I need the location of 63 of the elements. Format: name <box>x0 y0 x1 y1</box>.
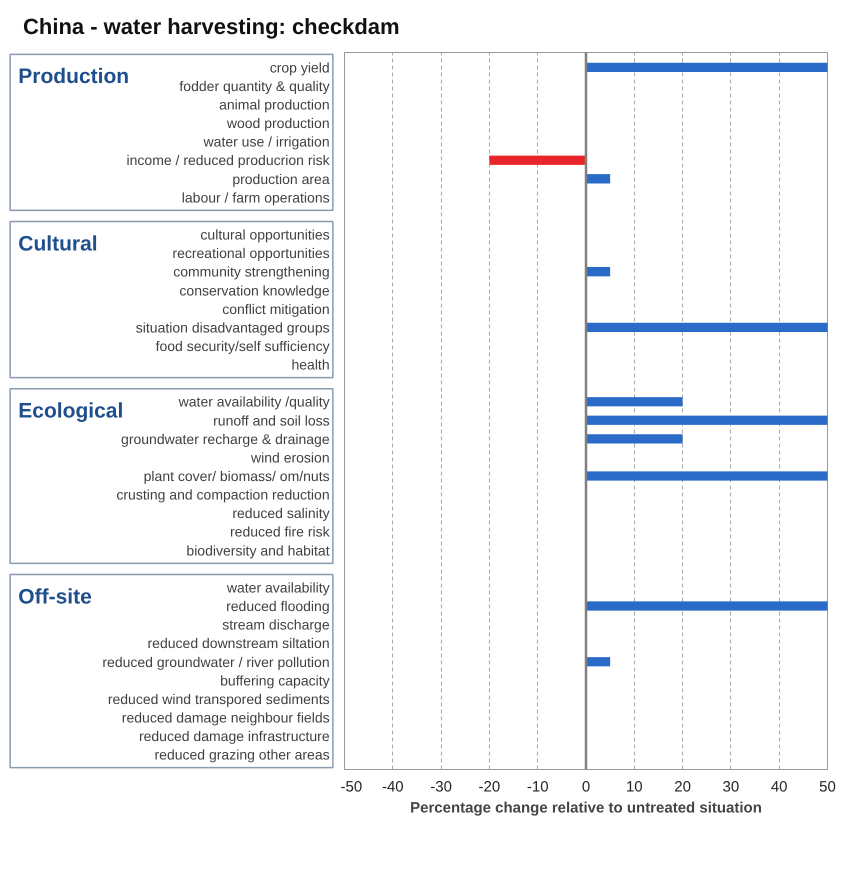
x-tick-label: -50 <box>340 778 362 796</box>
x-tick-label: -40 <box>382 778 404 796</box>
y-tick-label: plant cover/ biomass/ om/nuts <box>144 468 330 484</box>
y-tick-label: reduced groundwater / river pollution <box>102 654 330 670</box>
y-tick-label: water availability /quality <box>178 394 330 410</box>
y-tick-label: biodiversity and habitat <box>186 542 330 558</box>
x-tick-label: -20 <box>478 778 500 796</box>
y-tick-label: fodder quantity & quality <box>179 78 330 94</box>
x-tick-label: 40 <box>770 778 788 796</box>
bar <box>586 267 610 276</box>
y-tick-label: cultural opportunities <box>200 226 330 243</box>
bar <box>586 62 828 72</box>
bar <box>586 174 610 184</box>
y-tick-label: water availability <box>226 579 330 596</box>
x-tick-label: 30 <box>722 778 740 796</box>
y-tick-label: income / reduced producrion risk <box>126 152 331 168</box>
y-tick-label: crop yield <box>270 59 330 76</box>
y-tick-label: conflict mitigation <box>222 300 330 317</box>
y-tick-label: community strengthening <box>173 264 330 280</box>
y-tick-label: reduced flooding <box>226 598 330 614</box>
x-tick-label: 10 <box>626 778 643 796</box>
y-tick-label: water use / irrigation <box>202 134 330 150</box>
y-tick-label: recreational opportunities <box>172 245 330 262</box>
y-tick-label: wood production <box>226 115 330 132</box>
x-tick-label: 0 <box>582 778 590 796</box>
x-axis-title: Percentage change relative to untreated situation <box>410 800 762 816</box>
text: Cultural <box>18 232 98 256</box>
y-tick-label: labour / farm operations <box>182 189 330 206</box>
y-tick-label: conservation knowledge <box>179 282 330 298</box>
y-tick-label: wind erosion <box>250 449 330 466</box>
y-tick-label: reduced grazing other areas <box>154 746 330 763</box>
bar <box>586 322 828 332</box>
x-tick-label: -30 <box>430 778 452 796</box>
text: Ecological <box>18 400 124 422</box>
y-tick-label: food security/self sufficiency <box>156 338 330 354</box>
x-tick-label: 20 <box>674 778 691 796</box>
text: Production <box>18 65 130 88</box>
bar <box>586 397 683 406</box>
y-tick-label: animal production <box>219 96 330 113</box>
x-tick-label: -10 <box>526 778 549 796</box>
chart-title: China - water harvesting: checkdam <box>23 13 400 41</box>
y-tick-label: reduced fire risk <box>230 524 331 540</box>
x-tick-label: 50 <box>819 778 836 796</box>
text: Off-site <box>18 585 92 608</box>
y-tick-label: reduced damage neighbour fields <box>122 709 330 726</box>
y-tick-label: reduced salinity <box>232 505 330 522</box>
y-tick-label: reduced wind transpored sediments <box>108 690 330 707</box>
y-tick-label: situation disadvantaged groups <box>136 319 330 336</box>
bar <box>586 601 828 611</box>
y-tick-label: crusting and compaction reduction <box>116 486 330 503</box>
bar <box>489 156 586 165</box>
bar <box>586 471 828 481</box>
bar <box>586 416 828 425</box>
bar <box>586 434 683 444</box>
y-tick-label: buffering capacity <box>220 672 330 688</box>
y-tick-label: production area <box>232 170 330 187</box>
y-tick-label: groundwater recharge & drainage <box>121 430 330 447</box>
y-tick-label: health <box>291 356 330 373</box>
y-tick-label: reduced downstream siltation <box>148 635 330 652</box>
bar <box>586 657 610 666</box>
y-tick-label: reduced damage infrastructure <box>138 728 330 744</box>
y-tick-label: stream discharge <box>222 616 330 633</box>
y-tick-label: runoff and soil loss <box>213 412 330 428</box>
